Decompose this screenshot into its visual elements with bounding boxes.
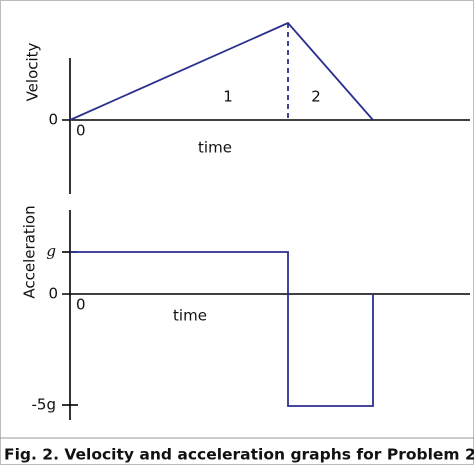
y-tick-label: g [46, 242, 56, 260]
phase-label: 1 [223, 88, 233, 106]
velocity-curve [69, 21, 374, 121]
y-label: Velocity [24, 42, 42, 101]
origin-label: 0 [76, 122, 86, 140]
y-tick-label: 0 [48, 111, 58, 129]
acceleration-curve [70, 251, 374, 407]
phase-label: 2 [311, 88, 321, 106]
y-tick-label: 0 [48, 285, 58, 303]
y-label: Acceleration [21, 205, 39, 298]
caption: Fig. 2. Velocity and acceleration graphs… [4, 446, 474, 464]
x-label: time [173, 307, 207, 325]
acceleration-graph: Acceleration g 0 -5g 0 time [21, 205, 470, 420]
x-label: time [198, 139, 232, 157]
origin-label: 0 [76, 296, 86, 314]
velocity-graph: Velocity 0 0 time 1 2 [24, 21, 470, 194]
y-tick-label: -5g [32, 396, 56, 414]
